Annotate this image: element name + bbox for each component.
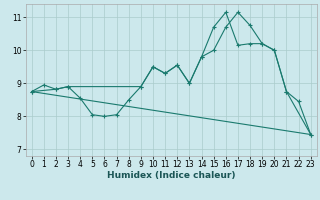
- X-axis label: Humidex (Indice chaleur): Humidex (Indice chaleur): [107, 171, 236, 180]
